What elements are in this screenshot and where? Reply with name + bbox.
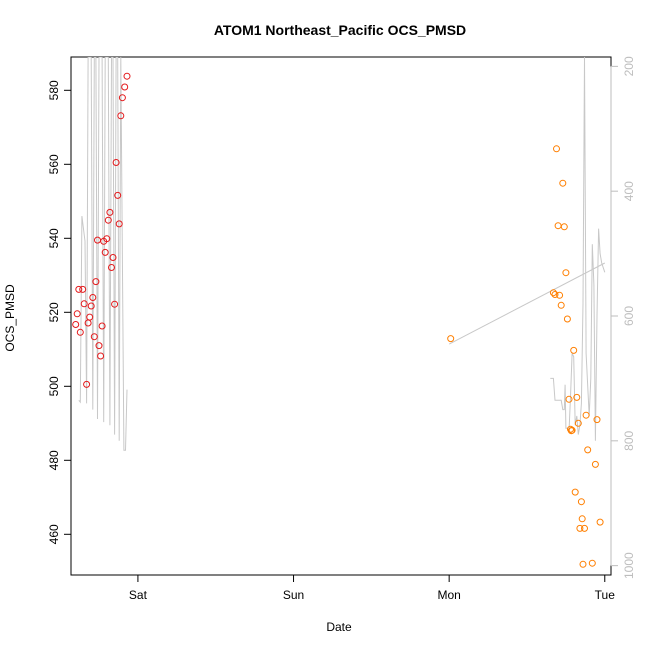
series-1-point-1 <box>72 321 80 328</box>
line-series-segment-2 <box>550 57 606 441</box>
x-axis: Sat Sun Mon Tue <box>129 574 616 602</box>
series-1-point-25 <box>111 300 119 308</box>
y2-tick-label-200: 200 <box>622 56 636 76</box>
series-1-point-11 <box>89 294 97 301</box>
plot-frame <box>70 56 612 576</box>
series-2-point-19 <box>574 419 582 427</box>
y-axis: 460 480 500 520 540 560 580 <box>47 80 72 544</box>
series-2-point-17 <box>571 488 579 496</box>
y-tick-label-520: 520 <box>47 302 61 322</box>
series-1-point-14 <box>94 236 101 244</box>
y2-axis: 200 400 600 800 1000 <box>610 56 636 579</box>
series-1-point-4 <box>76 328 84 336</box>
series-1-point-24 <box>109 254 117 261</box>
series-1-point-6 <box>80 300 88 308</box>
series-1-point-9 <box>86 313 94 321</box>
series-2-point-5 <box>554 222 562 230</box>
series-2-point-12 <box>565 395 573 403</box>
x-tick-label-sat: Sat <box>129 588 148 602</box>
x-tick-label-mon: Mon <box>437 588 460 602</box>
line-series-segment-1 <box>78 57 128 451</box>
y-tick-label-560: 560 <box>47 154 61 174</box>
series-2-point-9 <box>560 223 568 231</box>
y2-tick-label-1000: 1000 <box>622 552 636 579</box>
series-2-point-29 <box>593 416 601 424</box>
series-2-point-21 <box>577 498 585 506</box>
series-1-point-28 <box>115 220 123 228</box>
series-1-point-15 <box>95 342 103 350</box>
series-2-point-7 <box>557 301 565 309</box>
series-2-point-1 <box>447 335 455 343</box>
series-2-point-24 <box>581 524 588 532</box>
series-1-point-12 <box>90 333 98 341</box>
series-2-point-16 <box>570 346 578 354</box>
x-axis-label: Date <box>326 620 352 634</box>
series-1-point-20 <box>103 235 111 243</box>
series-2-point-22 <box>578 515 586 523</box>
series-1-point-27 <box>114 191 122 199</box>
y-tick-label-480: 480 <box>47 450 61 470</box>
series-1-point-10 <box>87 302 95 310</box>
series-1-point-21 <box>104 216 112 224</box>
points-layer <box>72 72 604 568</box>
y-axis-label: OCS_PMSD <box>3 284 17 352</box>
series-1-point-17 <box>98 322 106 330</box>
y-tick-label-540: 540 <box>47 228 61 248</box>
y-tick-label-500: 500 <box>47 376 61 396</box>
series-2-point-23 <box>579 560 587 568</box>
series-1-point-22 <box>106 208 114 216</box>
chart-title: ATOM1 Northeast_Pacific OCS_PMSD <box>214 22 466 38</box>
series-2-point-27 <box>588 559 596 567</box>
line-series-segment-3 <box>448 262 606 345</box>
series-2-point-2 <box>549 289 557 297</box>
series-2-point-3 <box>551 291 559 298</box>
series-1-point-16 <box>97 352 105 360</box>
series-2-point-18 <box>573 393 581 401</box>
series-1-point-19 <box>101 248 109 256</box>
y2-tick-label-600: 600 <box>622 306 636 326</box>
series-2-point-10 <box>562 269 570 277</box>
series-1-point-2 <box>73 310 81 318</box>
series-2-point-28 <box>591 460 599 468</box>
series-2-point-26 <box>584 446 592 454</box>
y2-tick-label-400: 400 <box>622 181 636 201</box>
series-2-point-25 <box>582 411 590 419</box>
y-tick-label-460: 460 <box>47 524 61 544</box>
series-2-point-20 <box>576 524 584 532</box>
series-1-point-26 <box>112 159 120 166</box>
series-1-point-5 <box>79 285 87 293</box>
series-1-point-31 <box>121 83 129 91</box>
series-2-point-15 <box>568 426 576 434</box>
series-2-point-6 <box>556 291 564 299</box>
x-tick-label-sun: Sun <box>283 588 304 602</box>
series-2-point-4 <box>553 145 560 153</box>
x-tick-label-tue: Tue <box>595 588 616 602</box>
series-2-point-8 <box>559 179 567 187</box>
series-1-point-23 <box>108 264 115 271</box>
series-1-point-32 <box>123 72 131 80</box>
series-2-point-30 <box>596 518 604 526</box>
y-tick-label-580: 580 <box>47 80 61 100</box>
series-1-point-29 <box>117 112 125 120</box>
line-layer <box>78 57 606 451</box>
series-1-point-7 <box>83 380 91 388</box>
series-2-point-11 <box>563 315 571 323</box>
series-1-point-3 <box>75 285 83 293</box>
y2-tick-label-800: 800 <box>622 430 636 450</box>
series-1-point-13 <box>92 278 100 286</box>
series-1-point-30 <box>118 94 126 102</box>
